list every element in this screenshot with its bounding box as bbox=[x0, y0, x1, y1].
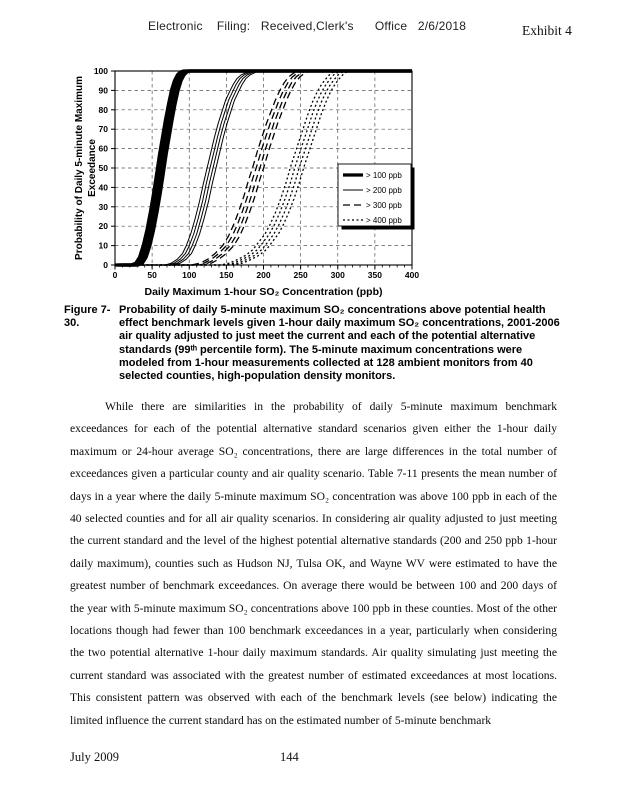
svg-text:> 400 ppb: > 400 ppb bbox=[366, 216, 402, 225]
svg-text:Daily Maximum 1-hour SO₂ Conce: Daily Maximum 1-hour SO₂ Concentration (… bbox=[144, 286, 382, 298]
figure-caption-text: Probability of daily 5-minute maximum SO… bbox=[119, 304, 560, 383]
svg-text:60: 60 bbox=[99, 144, 109, 154]
figure-caption-label: Figure 7-30. bbox=[64, 304, 111, 330]
svg-text:> 100 ppb: > 100 ppb bbox=[366, 171, 402, 180]
svg-text:40: 40 bbox=[99, 182, 109, 192]
body-paragraph: While there are similarities in the prob… bbox=[70, 400, 557, 727]
svg-text:250: 250 bbox=[294, 270, 308, 280]
probability-line-chart: 0 50 100 150 200 250 300 350 400 0 10 20 30 40 50 60 70 8… bbox=[74, 66, 419, 298]
svg-text:80: 80 bbox=[99, 105, 109, 115]
svg-text:> 200 ppb: > 200 ppb bbox=[366, 186, 402, 195]
svg-text:Probability of Daily 5-minute: Probability of Daily 5-minute Maximum bbox=[74, 76, 85, 260]
svg-text:150: 150 bbox=[219, 270, 233, 280]
svg-text:50: 50 bbox=[99, 163, 109, 173]
svg-text:300: 300 bbox=[331, 270, 345, 280]
footer-date: July 2009 bbox=[70, 750, 119, 764]
svg-text:Exceedance: Exceedance bbox=[87, 139, 98, 197]
svg-text:100: 100 bbox=[94, 66, 108, 76]
exhibit-label: Exhibit 4 bbox=[522, 23, 572, 38]
svg-text:30: 30 bbox=[99, 202, 109, 212]
svg-text:90: 90 bbox=[99, 85, 109, 95]
svg-text:200: 200 bbox=[256, 270, 270, 280]
svg-text:10: 10 bbox=[99, 241, 109, 251]
page-footer: July 2009 144 bbox=[0, 750, 618, 770]
svg-text:70: 70 bbox=[99, 124, 109, 134]
figure-7-30-chart: 0 50 100 150 200 250 300 350 400 0 10 20 30 40 50 60 70 8… bbox=[60, 58, 440, 305]
svg-text:0: 0 bbox=[113, 270, 118, 280]
svg-text:350: 350 bbox=[368, 270, 382, 280]
svg-text:100: 100 bbox=[182, 270, 196, 280]
filing-stamp: Electronic Filing: Received,Clerk's Offi… bbox=[148, 19, 467, 33]
svg-text:0: 0 bbox=[103, 260, 108, 270]
svg-text:> 300 ppb: > 300 ppb bbox=[366, 201, 402, 210]
figure-caption: Figure 7-30. Probability of daily 5-minu… bbox=[64, 304, 562, 383]
svg-text:20: 20 bbox=[99, 221, 109, 231]
svg-text:50: 50 bbox=[147, 270, 157, 280]
footer-page-number: 144 bbox=[280, 750, 299, 764]
svg-text:400: 400 bbox=[405, 270, 419, 280]
